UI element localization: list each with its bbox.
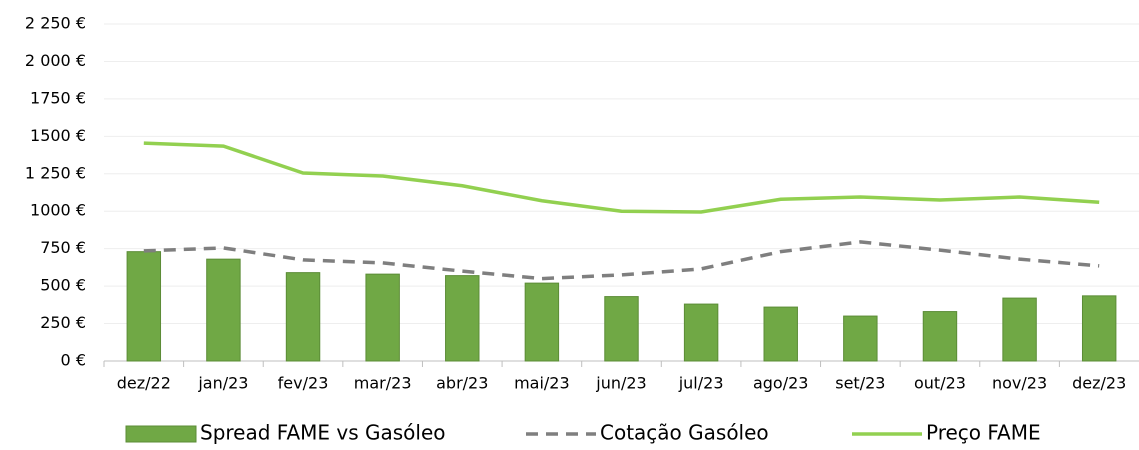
bar <box>285 272 321 362</box>
x-tick-label: dez/23 <box>1072 374 1126 393</box>
x-tick-label: dez/22 <box>117 374 171 393</box>
x-tick-label: mar/23 <box>354 374 412 393</box>
bar <box>763 306 798 362</box>
y-tick-label: 1000 € <box>30 201 86 220</box>
bar <box>922 311 958 362</box>
line <box>143 141 1100 214</box>
bar <box>126 251 162 362</box>
x-tick-label: jul/23 <box>678 374 724 393</box>
bar <box>604 296 639 362</box>
bar <box>1002 297 1037 362</box>
x-tick-label: jan/23 <box>197 374 248 393</box>
x-tick-label: mai/23 <box>514 374 570 393</box>
legend-label: Preço FAME <box>926 421 1041 445</box>
legend-label: Cotação Gasóleo <box>600 421 769 445</box>
bar <box>843 315 878 362</box>
legend-swatch <box>125 425 197 443</box>
y-tick-label: 0 € <box>61 351 86 370</box>
bar <box>365 273 400 362</box>
y-tick-label: 250 € <box>40 313 86 332</box>
bar <box>1081 295 1117 362</box>
x-tick-label: out/23 <box>914 374 966 393</box>
line <box>143 240 1100 281</box>
bar <box>206 258 241 362</box>
x-tick-label: ago/23 <box>753 374 809 393</box>
y-tick-label: 2 250 € <box>25 14 86 33</box>
x-tick-label: fev/23 <box>278 374 329 393</box>
bar <box>445 275 480 362</box>
x-tick-label: set/23 <box>835 374 885 393</box>
x-tick-label: nov/23 <box>992 374 1047 393</box>
legend-label: Spread FAME vs Gasóleo <box>200 421 446 445</box>
x-tick-label: jun/23 <box>595 374 646 393</box>
y-tick-label: 2 000 € <box>25 51 86 70</box>
y-tick-label: 1500 € <box>30 126 86 145</box>
y-tick-label: 1750 € <box>30 88 86 107</box>
bar <box>524 282 560 362</box>
bar <box>683 303 719 362</box>
y-tick-label: 1 250 € <box>25 163 86 182</box>
y-tick-label: 500 € <box>40 276 86 295</box>
y-tick-label: 750 € <box>40 238 86 257</box>
x-tick-label: abr/23 <box>436 374 488 393</box>
